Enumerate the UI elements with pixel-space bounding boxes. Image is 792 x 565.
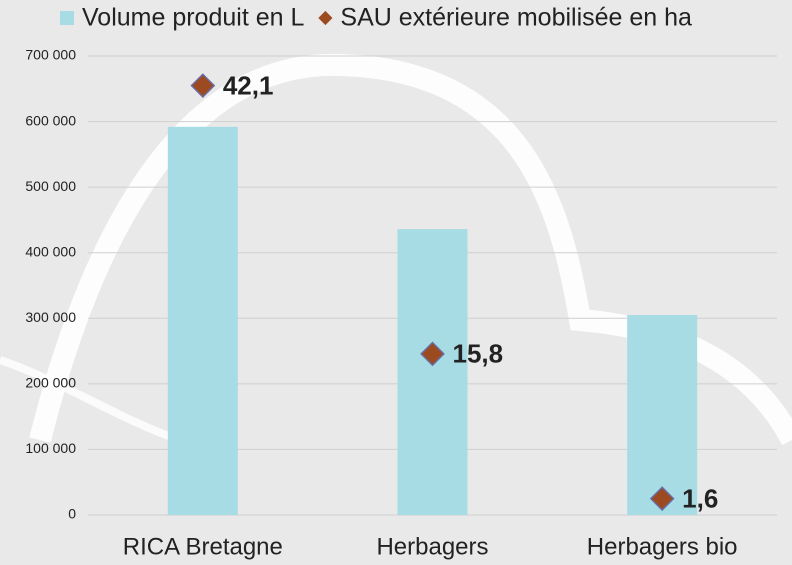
x-tick-label: Herbagers bio: [587, 533, 738, 560]
legend-swatch: [60, 11, 74, 25]
legend-label: Volume produit en L: [82, 4, 304, 32]
y-tick-label: 500 000: [25, 178, 76, 194]
x-tick-label: RICA Bretagne: [123, 533, 283, 560]
data-label: 15,8: [453, 339, 504, 369]
bar: [167, 126, 238, 516]
y-tick-label: 200 000: [25, 375, 76, 391]
x-tick-label: Herbagers: [376, 533, 488, 560]
bar: [397, 229, 468, 515]
bar: [627, 315, 698, 515]
legend-label: SAU extérieure mobilisée en ha: [340, 4, 692, 32]
data-label: 42,1: [223, 70, 274, 100]
y-tick-label: 400 000: [25, 243, 76, 259]
y-tick-label: 100 000: [25, 440, 76, 456]
y-tick-label: 600 000: [25, 112, 76, 128]
y-tick-label: 700 000: [25, 47, 76, 63]
marker: [190, 73, 216, 98]
background-swirl: [0, 356, 182, 444]
legend-swatch: [318, 10, 333, 26]
data-label: 1,6: [682, 484, 718, 514]
marker: [649, 486, 675, 512]
y-tick-label: 300 000: [25, 309, 76, 325]
y-tick-label: 0: [68, 506, 76, 522]
marker: [420, 341, 445, 367]
